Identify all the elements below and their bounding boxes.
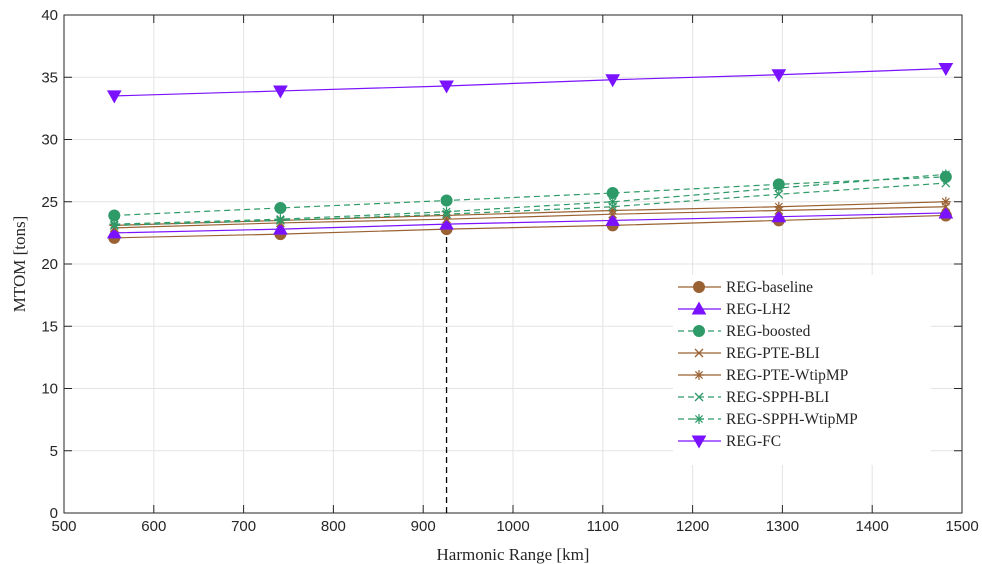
legend-marker-REG-boosted	[693, 325, 705, 337]
point-REG-LH2-5	[938, 205, 954, 219]
series-REG-FC	[106, 63, 954, 104]
x-tick-label-6: 1100	[587, 518, 619, 535]
y-tick-label-5: 25	[41, 194, 58, 211]
y-tick-label-1: 5	[50, 443, 58, 460]
x-tick-label-4: 900	[411, 518, 436, 535]
point-REG-FC-0	[106, 90, 122, 104]
legend-label-REG-FC: REG-FC	[726, 433, 781, 450]
y-tick-label-7: 35	[41, 69, 58, 86]
legend-marker-REG-SPPH-BLI	[694, 392, 704, 402]
point-REG-PTE-WtipMP-5	[940, 196, 951, 207]
point-REG-LH2-3	[605, 212, 621, 226]
legend-marker-REG-FC	[691, 435, 707, 449]
legend-label-REG-baseline: REG-baseline	[726, 279, 813, 296]
y-tick-label-8: 40	[41, 7, 58, 24]
x-tick-label-2: 700	[231, 518, 256, 535]
legend-marker-REG-PTE-WtipMP	[694, 370, 704, 380]
x-tick-label-5: 1000	[496, 518, 529, 535]
legend-label-REG-PTE-WtipMP: REG-PTE-WtipMP	[726, 367, 848, 384]
legend-box	[673, 275, 931, 465]
point-REG-LH2-0	[106, 225, 122, 239]
series-REG-SPPH-WtipMP	[109, 169, 951, 230]
x-tick-label-0: 500	[51, 518, 76, 535]
series-REG-LH2	[106, 205, 954, 239]
point-REG-boosted-2	[440, 194, 453, 207]
x-tick-label-7: 1200	[676, 518, 709, 535]
point-REG-FC-5	[938, 63, 954, 77]
series-line-REG-LH2	[114, 212, 946, 234]
series-line-REG-SPPH-WtipMP	[114, 173, 946, 225]
y-tick-label-0: 0	[50, 505, 58, 522]
legend-label-REG-boosted: REG-boosted	[726, 323, 811, 340]
legend-marker-REG-SPPH-WtipMP	[694, 414, 704, 424]
legend-label-REG-SPPH-WtipMP: REG-SPPH-WtipMP	[726, 411, 858, 428]
legend-label-REG-LH2: REG-LH2	[726, 301, 791, 318]
point-REG-SPPH-WtipMP-5	[940, 169, 951, 180]
point-REG-LH2-4	[771, 209, 787, 223]
y-tick-label-3: 15	[41, 318, 58, 335]
x-tick-label-1: 600	[141, 518, 166, 535]
point-REG-LH2-1	[273, 221, 288, 235]
legend-marker-REG-PTE-BLI	[694, 348, 704, 358]
legend: REG-baseline REG-LH2 REG-boosted REG-PTE-BL…	[673, 275, 931, 465]
point-REG-boosted-1	[274, 201, 287, 214]
x-tick-label-9: 1400	[856, 518, 889, 535]
y-tick-label-2: 10	[41, 381, 58, 398]
point-REG-LH2-2	[439, 216, 454, 230]
point-REG-PTE-WtipMP-3	[607, 205, 618, 216]
point-REG-SPPH-WtipMP-4	[773, 183, 784, 194]
point-REG-FC-1	[273, 85, 288, 99]
legend-marker-REG-LH2	[691, 301, 707, 315]
y-tick-label-4: 20	[41, 256, 58, 273]
point-REG-PTE-WtipMP-4	[773, 201, 784, 212]
point-REG-FC-3	[605, 74, 621, 88]
legend-label-REG-PTE-BLI: REG-PTE-BLI	[726, 345, 820, 362]
point-REG-SPPH-WtipMP-1	[275, 214, 286, 225]
x-axis-label: Harmonic Range [km]	[437, 545, 590, 564]
x-tick-label-10: 1500	[945, 518, 978, 535]
axes: 500 600 700 800 900 1000 1100 1200 1300 1400 1500 0…	[41, 7, 978, 535]
point-REG-SPPH-WtipMP-2	[441, 206, 452, 217]
series-line-REG-PTE-WtipMP	[114, 201, 946, 227]
point-REG-SPPH-WtipMP-3	[607, 196, 618, 207]
y-tick-label-6: 30	[41, 132, 58, 149]
series-line-REG-PTE-BLI	[114, 206, 946, 229]
y-axis-label: MTOM [tons]	[10, 216, 29, 313]
point-REG-SPPH-BLI-5	[941, 178, 951, 188]
series-group	[106, 63, 954, 513]
point-REG-SPPH-WtipMP-0	[109, 219, 120, 230]
point-REG-SPPH-BLI-4	[774, 189, 784, 199]
series-line-REG-SPPH-BLI	[114, 182, 946, 227]
series-line-REG-baseline	[114, 214, 946, 239]
point-REG-FC-4	[771, 69, 787, 83]
legend-label-REG-SPPH-BLI: REG-SPPH-BLI	[726, 389, 829, 406]
legend-marker-REG-baseline	[693, 281, 705, 293]
point-REG-FC-2	[439, 80, 454, 94]
x-tick-label-8: 1300	[766, 518, 799, 535]
x-tick-label-3: 800	[321, 518, 346, 535]
series-line-REG-FC	[114, 67, 946, 97]
series-line-REG-boosted	[114, 176, 946, 217]
